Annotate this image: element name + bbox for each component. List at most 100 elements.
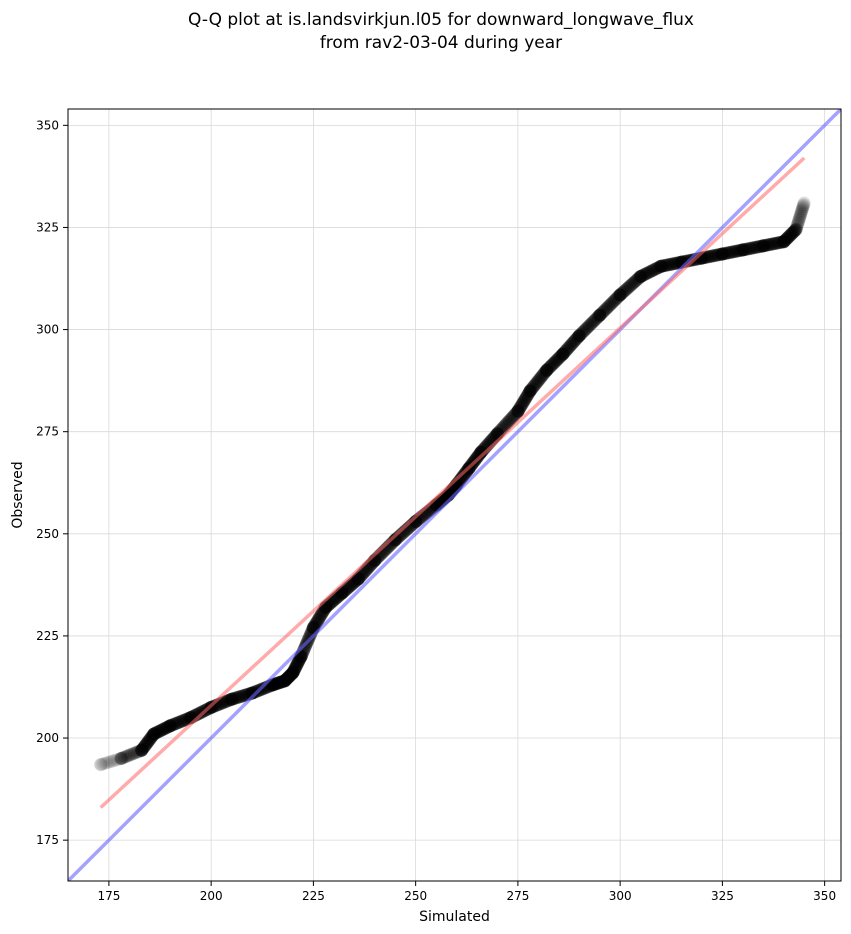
quantile-point bbox=[623, 279, 637, 293]
quantile-point bbox=[94, 758, 108, 772]
quantile-point bbox=[94, 758, 108, 772]
quantile-point bbox=[225, 692, 239, 706]
quantile-point bbox=[654, 259, 668, 273]
quantile-point bbox=[120, 749, 134, 763]
quantile-point bbox=[556, 347, 570, 361]
quantile-point bbox=[791, 215, 805, 229]
y-tick-label: 225 bbox=[36, 629, 59, 643]
quantile-point bbox=[736, 243, 750, 257]
quantile-point bbox=[105, 754, 119, 768]
quantile-point bbox=[793, 211, 807, 225]
quantile-point bbox=[789, 222, 803, 236]
grid bbox=[68, 109, 841, 881]
quantile-point bbox=[351, 572, 365, 586]
x-tick-label: 325 bbox=[711, 889, 734, 903]
y-tick-label: 300 bbox=[36, 323, 59, 337]
quantile-point bbox=[173, 715, 187, 729]
quantile-point bbox=[313, 611, 327, 625]
quantile-point bbox=[98, 756, 112, 770]
fit-line bbox=[99, 156, 806, 809]
y-tick-label: 275 bbox=[36, 425, 59, 439]
quantile-point bbox=[499, 417, 513, 431]
plot-area bbox=[68, 109, 841, 881]
quantile-point bbox=[121, 749, 135, 763]
quantile-point bbox=[790, 219, 804, 233]
quantile-point bbox=[582, 318, 596, 332]
y-axis-label: Observed bbox=[10, 461, 26, 528]
quantile-point bbox=[789, 222, 803, 236]
y-tick-label: 350 bbox=[36, 118, 59, 132]
quantile-point bbox=[796, 200, 810, 214]
quantile-point bbox=[278, 674, 292, 688]
quantile-point bbox=[793, 209, 807, 223]
identity-line bbox=[68, 109, 841, 881]
chart-title-line-2: from rav2-03-04 during year bbox=[320, 33, 562, 53]
quantile-point bbox=[530, 375, 544, 389]
quantile-point bbox=[767, 237, 781, 251]
quantile-point bbox=[501, 415, 515, 429]
quantile-point bbox=[116, 751, 130, 765]
quantile-point bbox=[715, 247, 729, 261]
x-axis-label: Simulated bbox=[419, 909, 490, 925]
quantile-point bbox=[95, 757, 109, 771]
quantile-point bbox=[564, 338, 578, 352]
y-tick-label: 175 bbox=[36, 833, 59, 847]
quantile-point bbox=[625, 277, 639, 291]
quantile-point bbox=[511, 404, 525, 418]
quantile-point bbox=[540, 363, 554, 377]
x-tick-label: 275 bbox=[506, 889, 529, 903]
quantile-point bbox=[792, 213, 806, 227]
quantile-point bbox=[664, 257, 678, 271]
plot-frame bbox=[67, 108, 842, 882]
quantile-point bbox=[604, 297, 618, 311]
quantile-point bbox=[788, 223, 802, 237]
quantile-point bbox=[593, 308, 607, 322]
x-tick-label: 300 bbox=[609, 889, 632, 903]
quantile-point bbox=[603, 298, 617, 312]
quantile-point bbox=[114, 751, 128, 765]
quantile-point bbox=[117, 750, 131, 764]
quantile-point bbox=[795, 202, 809, 216]
x-tick-label: 175 bbox=[97, 889, 120, 903]
quantile-point bbox=[797, 196, 811, 210]
quantile-point bbox=[786, 226, 800, 240]
quantile-point bbox=[531, 374, 545, 388]
quantile-point bbox=[756, 239, 770, 253]
quantile-point bbox=[533, 372, 547, 386]
quantile-point bbox=[123, 748, 137, 762]
quantile-point bbox=[104, 755, 118, 769]
quantile-point bbox=[107, 754, 121, 768]
quantile-point bbox=[119, 750, 133, 764]
y-tick-label: 325 bbox=[36, 220, 59, 234]
y-tick-label: 200 bbox=[36, 731, 59, 745]
quantile-point bbox=[794, 207, 808, 221]
quantile-point bbox=[790, 221, 804, 235]
quantile-point bbox=[791, 217, 805, 231]
quantile-point bbox=[163, 719, 177, 733]
quantile-point bbox=[124, 747, 138, 761]
quantile-point bbox=[797, 198, 811, 212]
quantile-point bbox=[147, 727, 161, 741]
quantile-point bbox=[795, 204, 809, 218]
quantile-point bbox=[572, 329, 586, 343]
quantile-point bbox=[777, 235, 791, 249]
quantile-point bbox=[114, 751, 128, 765]
quantile-point bbox=[622, 280, 636, 294]
quantile-point bbox=[787, 224, 801, 238]
y-tick-label: 250 bbox=[36, 527, 59, 541]
x-tick-label: 200 bbox=[200, 889, 223, 903]
x-tick-label: 225 bbox=[302, 889, 325, 903]
quantile-point bbox=[705, 249, 719, 263]
quantile-point bbox=[97, 757, 111, 771]
quantile-point bbox=[726, 245, 740, 259]
chart-title-line-1: Q-Q plot at is.landsvirkjun.l05 for down… bbox=[188, 10, 694, 30]
quantile-point bbox=[101, 755, 115, 769]
quantile-point bbox=[634, 269, 648, 283]
quantile-point bbox=[235, 689, 249, 703]
quantile-point bbox=[100, 756, 114, 770]
quantile-point bbox=[111, 752, 125, 766]
quantile-point bbox=[786, 225, 800, 239]
quantile-point bbox=[517, 394, 531, 408]
quantile-point bbox=[581, 320, 595, 334]
quantile-point bbox=[548, 355, 562, 369]
